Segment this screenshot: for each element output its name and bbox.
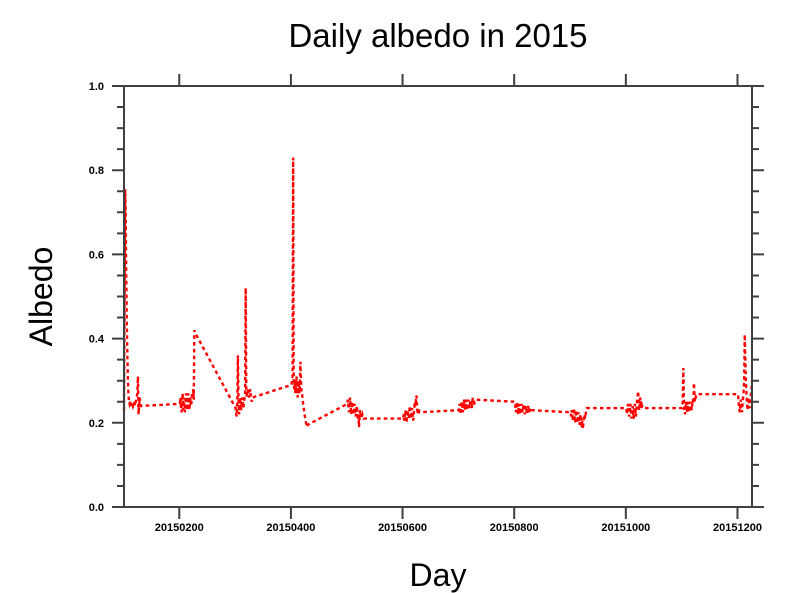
x-tick-label: 20150400 xyxy=(266,522,315,534)
series-layer xyxy=(122,157,754,432)
y-tick-label: 0.4 xyxy=(89,334,105,346)
y-tick-label: 0.0 xyxy=(89,502,104,514)
y-tick-label: 0.2 xyxy=(89,418,104,430)
axes-layer xyxy=(112,74,764,519)
plot-frame xyxy=(123,85,753,508)
albedo-series-line xyxy=(122,157,754,432)
x-tick-label: 20150200 xyxy=(155,522,204,534)
x-axis-label: Day xyxy=(410,557,467,593)
x-tick-label: 20151000 xyxy=(601,522,650,534)
x-tick-label: 20150800 xyxy=(490,522,539,534)
x-tick-label: 20151200 xyxy=(713,522,762,534)
y-tick-label: 1.0 xyxy=(89,81,104,93)
chart-title: Daily albedo in 2015 xyxy=(288,17,587,54)
y-axis-label: Albedo xyxy=(23,247,59,347)
tick-label-layer: 20150200 20150400 20150600 20150800 20151000… xyxy=(89,81,762,534)
axis-ticks xyxy=(112,74,764,519)
x-tick-label: 20150600 xyxy=(378,522,427,534)
y-tick-label: 0.8 xyxy=(89,165,104,177)
y-tick-label: 0.6 xyxy=(89,249,104,261)
